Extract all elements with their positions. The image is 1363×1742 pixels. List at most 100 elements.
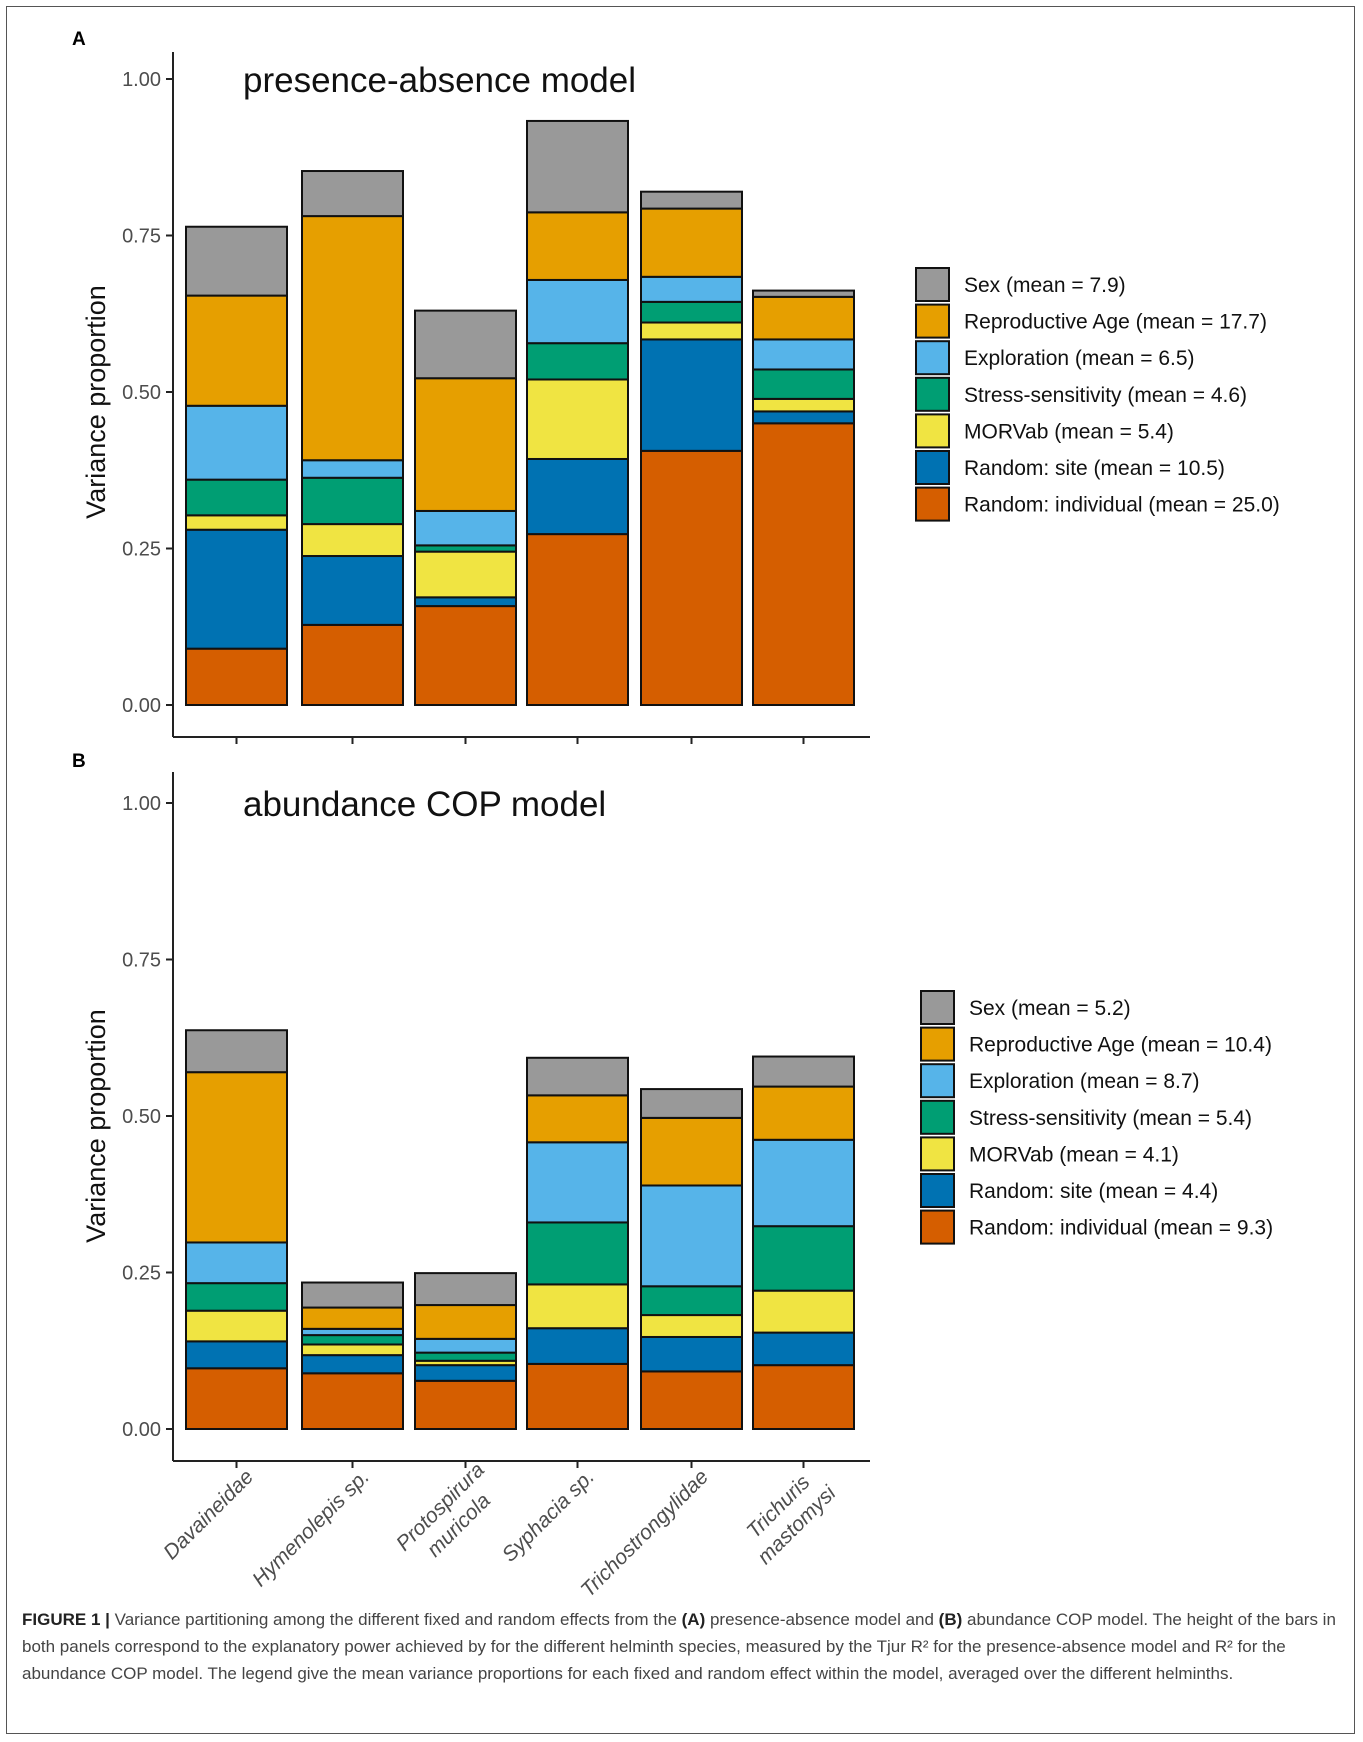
bar-segment xyxy=(640,300,743,324)
bar-segment xyxy=(185,1029,288,1074)
bar-segment xyxy=(752,1085,855,1141)
bar-segment xyxy=(526,457,629,536)
bar-segment xyxy=(414,550,517,599)
bar-segment xyxy=(526,1283,629,1330)
bar-stack xyxy=(752,1055,855,1430)
bar-segment xyxy=(640,321,743,341)
bar-segment xyxy=(526,1221,629,1286)
bar-stack xyxy=(526,119,629,706)
bar-segment xyxy=(185,1309,288,1343)
caption-text-2: presence-absence model and xyxy=(705,1610,939,1629)
panel-title: presence-absence model xyxy=(243,61,636,100)
bar-segment xyxy=(526,1056,629,1097)
bar-stack xyxy=(526,1056,629,1430)
legend-label: Reproductive Age (mean = 17.7) xyxy=(964,311,1267,334)
bar-segment xyxy=(414,1272,517,1307)
y-tick-label: 0.00 xyxy=(122,1419,161,1441)
y-axis-title: Variance proportion xyxy=(81,1009,111,1243)
bar-segment xyxy=(640,1314,743,1338)
bar-segment xyxy=(185,225,288,297)
bar-segment xyxy=(185,294,288,407)
legend-label: Exploration (mean = 8.7) xyxy=(969,1070,1200,1093)
bar-segment xyxy=(414,1337,517,1354)
bar-segment xyxy=(301,1281,404,1309)
figure-frame xyxy=(6,6,1355,1734)
bar-stack xyxy=(185,225,288,706)
bar-segment xyxy=(526,378,629,460)
bar-segment xyxy=(301,555,404,626)
bar-segment xyxy=(752,1225,855,1292)
bar-segment xyxy=(526,211,629,281)
bar-segment xyxy=(640,190,743,210)
bar-segment xyxy=(185,1071,288,1244)
bar-segment xyxy=(752,422,855,706)
bar-segment xyxy=(526,1362,629,1430)
figure-caption: FIGURE 1 | Variance partitioning among t… xyxy=(22,1606,1340,1687)
bar-segment xyxy=(414,596,517,608)
bar-segment xyxy=(185,1367,288,1430)
x-tick-label: Trichostrongylidae xyxy=(577,1465,713,1601)
bar-segment xyxy=(185,404,288,481)
legend-label: Random: individual (mean = 9.3) xyxy=(969,1217,1273,1240)
bar-segment xyxy=(301,1354,404,1375)
legend-label: MORVab (mean = 5.4) xyxy=(964,420,1174,443)
bar-segment xyxy=(414,605,517,706)
bar-stack xyxy=(414,309,517,706)
legend-swatch xyxy=(920,1063,955,1099)
bar-segment xyxy=(185,647,288,706)
legend-swatch xyxy=(915,303,950,339)
bar-segment xyxy=(640,338,743,452)
caption-text-1: Variance partitioning among the differen… xyxy=(109,1610,682,1629)
legend-swatch xyxy=(920,1209,955,1245)
bar-stack xyxy=(640,1088,743,1430)
bar-segment xyxy=(752,1289,855,1334)
bar-segment xyxy=(640,1335,743,1373)
legend-swatch xyxy=(920,1136,955,1172)
x-tick-label-line: Trichostrongylidae xyxy=(577,1465,713,1601)
caption-text-3: abundance COP model. The height of the b… xyxy=(22,1610,1336,1683)
bar-segment xyxy=(414,377,517,512)
caption-bold-b: (B) xyxy=(938,1610,963,1629)
bar-segment xyxy=(640,207,743,278)
bar-stack xyxy=(185,1029,288,1430)
bar-stack xyxy=(301,170,404,707)
y-tick-label: 0.75 xyxy=(122,950,161,972)
legend-swatch xyxy=(915,486,950,522)
panel-title: abundance COP model xyxy=(243,785,606,824)
legend-swatch xyxy=(920,1173,955,1208)
bar-segment xyxy=(752,1055,855,1088)
x-tick-label: Trichurismastomysi xyxy=(735,1462,842,1569)
y-tick-label: 1.00 xyxy=(122,793,161,815)
x-tick-label-line: Davaineidae xyxy=(159,1465,258,1564)
legend-label: Stress-sensitivity (mean = 5.4) xyxy=(969,1107,1252,1130)
bar-segment xyxy=(526,1141,629,1224)
bar-segment xyxy=(526,342,629,381)
y-tick-label: 0.50 xyxy=(122,382,161,404)
bar-segment xyxy=(301,476,404,526)
panel-label: A xyxy=(72,29,86,50)
bar-segment xyxy=(301,1334,404,1346)
bar-segment xyxy=(752,338,855,371)
bar-stack xyxy=(414,1272,517,1430)
panel-label: B xyxy=(72,751,86,772)
bar-segment xyxy=(414,509,517,547)
bar-segment xyxy=(526,1094,629,1144)
legend-swatch xyxy=(915,267,950,302)
legend-swatch xyxy=(915,340,950,376)
bar-segment xyxy=(414,1351,517,1362)
bar-segment xyxy=(414,309,517,380)
bar-segment xyxy=(640,1088,743,1119)
x-tick-label-line: Hymenolepis sp. xyxy=(248,1465,374,1591)
x-tick-label: Hymenolepis sp. xyxy=(248,1465,374,1591)
bar-segment xyxy=(526,278,629,345)
bar-segment xyxy=(526,533,629,706)
legend-swatch xyxy=(915,413,950,449)
bar-segment xyxy=(185,528,288,650)
y-tick-label: 0.25 xyxy=(122,539,161,561)
bar-segment xyxy=(301,459,404,479)
legend: Sex (mean = 7.9) Reproductive Age (mean =… xyxy=(915,267,1280,522)
bar-segment xyxy=(752,1138,855,1228)
x-tick-label-line: Syphacia sp. xyxy=(498,1465,599,1566)
legend-swatch xyxy=(920,990,955,1025)
